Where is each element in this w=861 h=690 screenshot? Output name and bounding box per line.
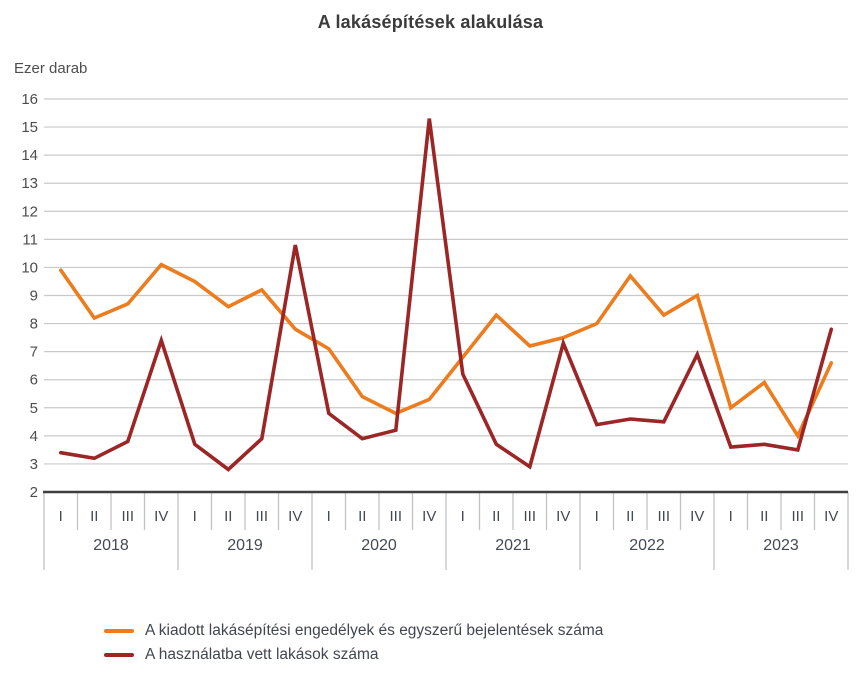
completions-series-swatch: [104, 652, 134, 657]
year-label: 2019: [227, 537, 263, 554]
y-tick-label: 13: [21, 175, 38, 192]
year-label: 2021: [495, 537, 531, 554]
year-label: 2018: [93, 537, 129, 554]
quarter-label: II: [492, 508, 500, 525]
y-tick-label: 16: [21, 91, 38, 108]
quarter-label: I: [327, 508, 331, 525]
quarter-label: IV: [288, 508, 302, 525]
legend-item-permits: A kiadott lakásépítési engedélyek és egy…: [104, 620, 603, 641]
quarter-label: I: [729, 508, 733, 525]
quarter-label: III: [255, 508, 268, 525]
quarter-label: II: [626, 508, 634, 525]
year-label: 2022: [629, 537, 665, 554]
y-tick-label: 10: [21, 259, 38, 276]
quarter-label: III: [791, 508, 804, 525]
quarter-label: IV: [824, 508, 838, 525]
quarter-label: II: [224, 508, 232, 525]
legend-item-completions: A használatba vett lakások száma: [104, 644, 603, 665]
permits-series-swatch: [104, 628, 134, 633]
permits-series-label: A kiadott lakásépítési engedélyek és egy…: [145, 621, 604, 639]
y-tick-label: 2: [30, 484, 38, 501]
quarter-label: IV: [154, 508, 168, 525]
chart-legend: A kiadott lakásépítési engedélyek és egy…: [104, 620, 603, 665]
quarter-label: III: [657, 508, 670, 525]
year-label: 2023: [763, 537, 799, 554]
quarter-label: I: [595, 508, 599, 525]
quarter-label: II: [760, 508, 768, 525]
quarter-label: III: [523, 508, 536, 525]
quarter-label: III: [121, 508, 134, 525]
quarter-label: I: [193, 508, 197, 525]
quarter-label: I: [461, 508, 465, 525]
quarter-label: IV: [556, 508, 570, 525]
permits-series-line: [58, 262, 834, 440]
y-tick-label: 7: [30, 344, 38, 361]
y-tick-label: 9: [30, 288, 38, 305]
y-tick-label: 3: [30, 456, 38, 473]
y-tick-label: 6: [30, 372, 38, 389]
quarter-label: IV: [422, 508, 436, 525]
y-tick-label: 5: [30, 400, 38, 417]
completions-series-line: [58, 118, 834, 472]
quarter-label: III: [389, 508, 402, 525]
y-axis-unit-label: Ezer darab: [14, 60, 88, 77]
y-tick-label: 12: [21, 203, 38, 220]
quarter-label: II: [358, 508, 366, 525]
quarter-label: IV: [690, 508, 704, 525]
quarter-label: II: [90, 508, 98, 525]
quarter-label: I: [59, 508, 63, 525]
year-label: 2020: [361, 537, 397, 554]
y-tick-label: 8: [30, 316, 38, 333]
y-tick-label: 15: [21, 119, 38, 136]
completions-series-label: A használatba vett lakások száma: [145, 645, 379, 663]
y-tick-label: 11: [22, 231, 38, 248]
y-tick-label: 14: [21, 147, 38, 164]
y-tick-label: 4: [30, 428, 38, 445]
chart-title: A lakásépítések alakulása: [317, 12, 544, 32]
